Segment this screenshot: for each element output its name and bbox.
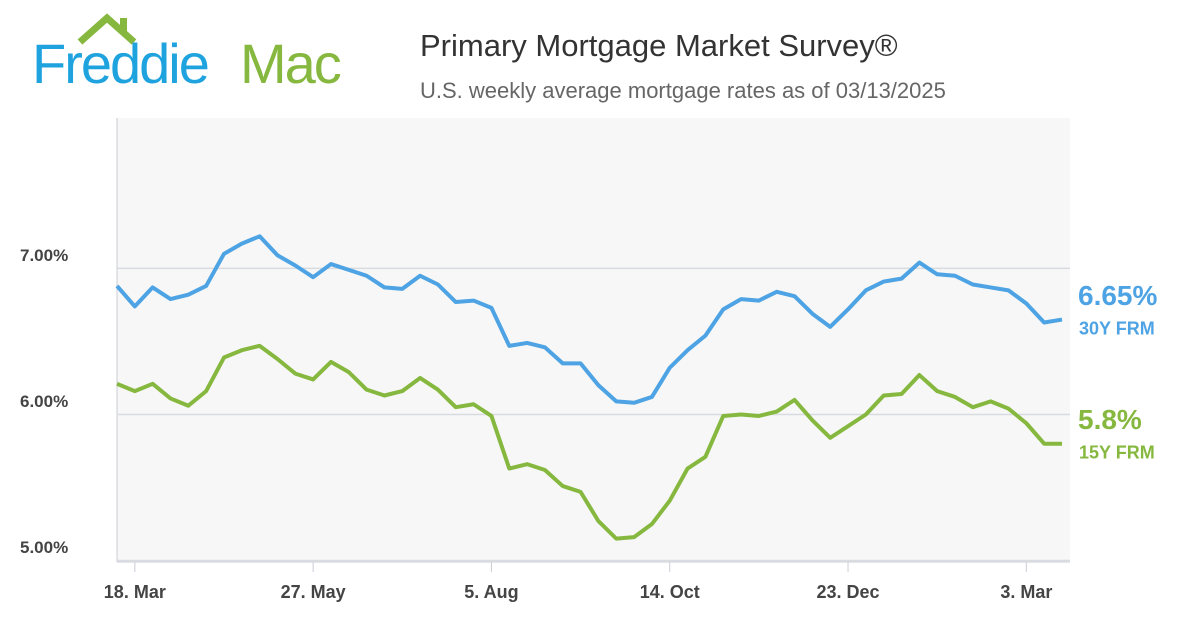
- y-tick-label: 7.00%: [20, 246, 68, 265]
- logo-text: Mac: [240, 32, 341, 95]
- end-value-label: 5.8%: [1078, 404, 1142, 435]
- x-tick-label: 14. Oct: [640, 582, 700, 602]
- y-tick-label: 6.00%: [20, 392, 68, 411]
- series-label: 15Y FRM: [1079, 442, 1155, 462]
- series-line: [115, 234, 1063, 405]
- series-label: 30Y FRM: [1079, 318, 1155, 338]
- end-value-label: 6.65%: [1078, 280, 1157, 311]
- chart-title: Primary Mortgage Market Survey®: [420, 28, 898, 63]
- x-tick-label: 5. Aug: [464, 582, 518, 602]
- y-tick-label: 5.00%: [20, 538, 68, 557]
- logo-text: Freddie: [32, 32, 208, 95]
- x-tick-label: 23. Dec: [817, 582, 880, 602]
- series-line: [116, 343, 1062, 541]
- logo-chimney: [120, 18, 127, 32]
- x-tick-label: 3. Mar: [1000, 582, 1052, 602]
- plot-area: [117, 118, 1070, 562]
- x-tick-label: 27. May: [281, 582, 346, 602]
- x-tick-label: 18. Mar: [104, 582, 166, 602]
- logo-roof: [77, 13, 137, 45]
- chart-subtitle: U.S. weekly average mortgage rates as of…: [420, 78, 946, 103]
